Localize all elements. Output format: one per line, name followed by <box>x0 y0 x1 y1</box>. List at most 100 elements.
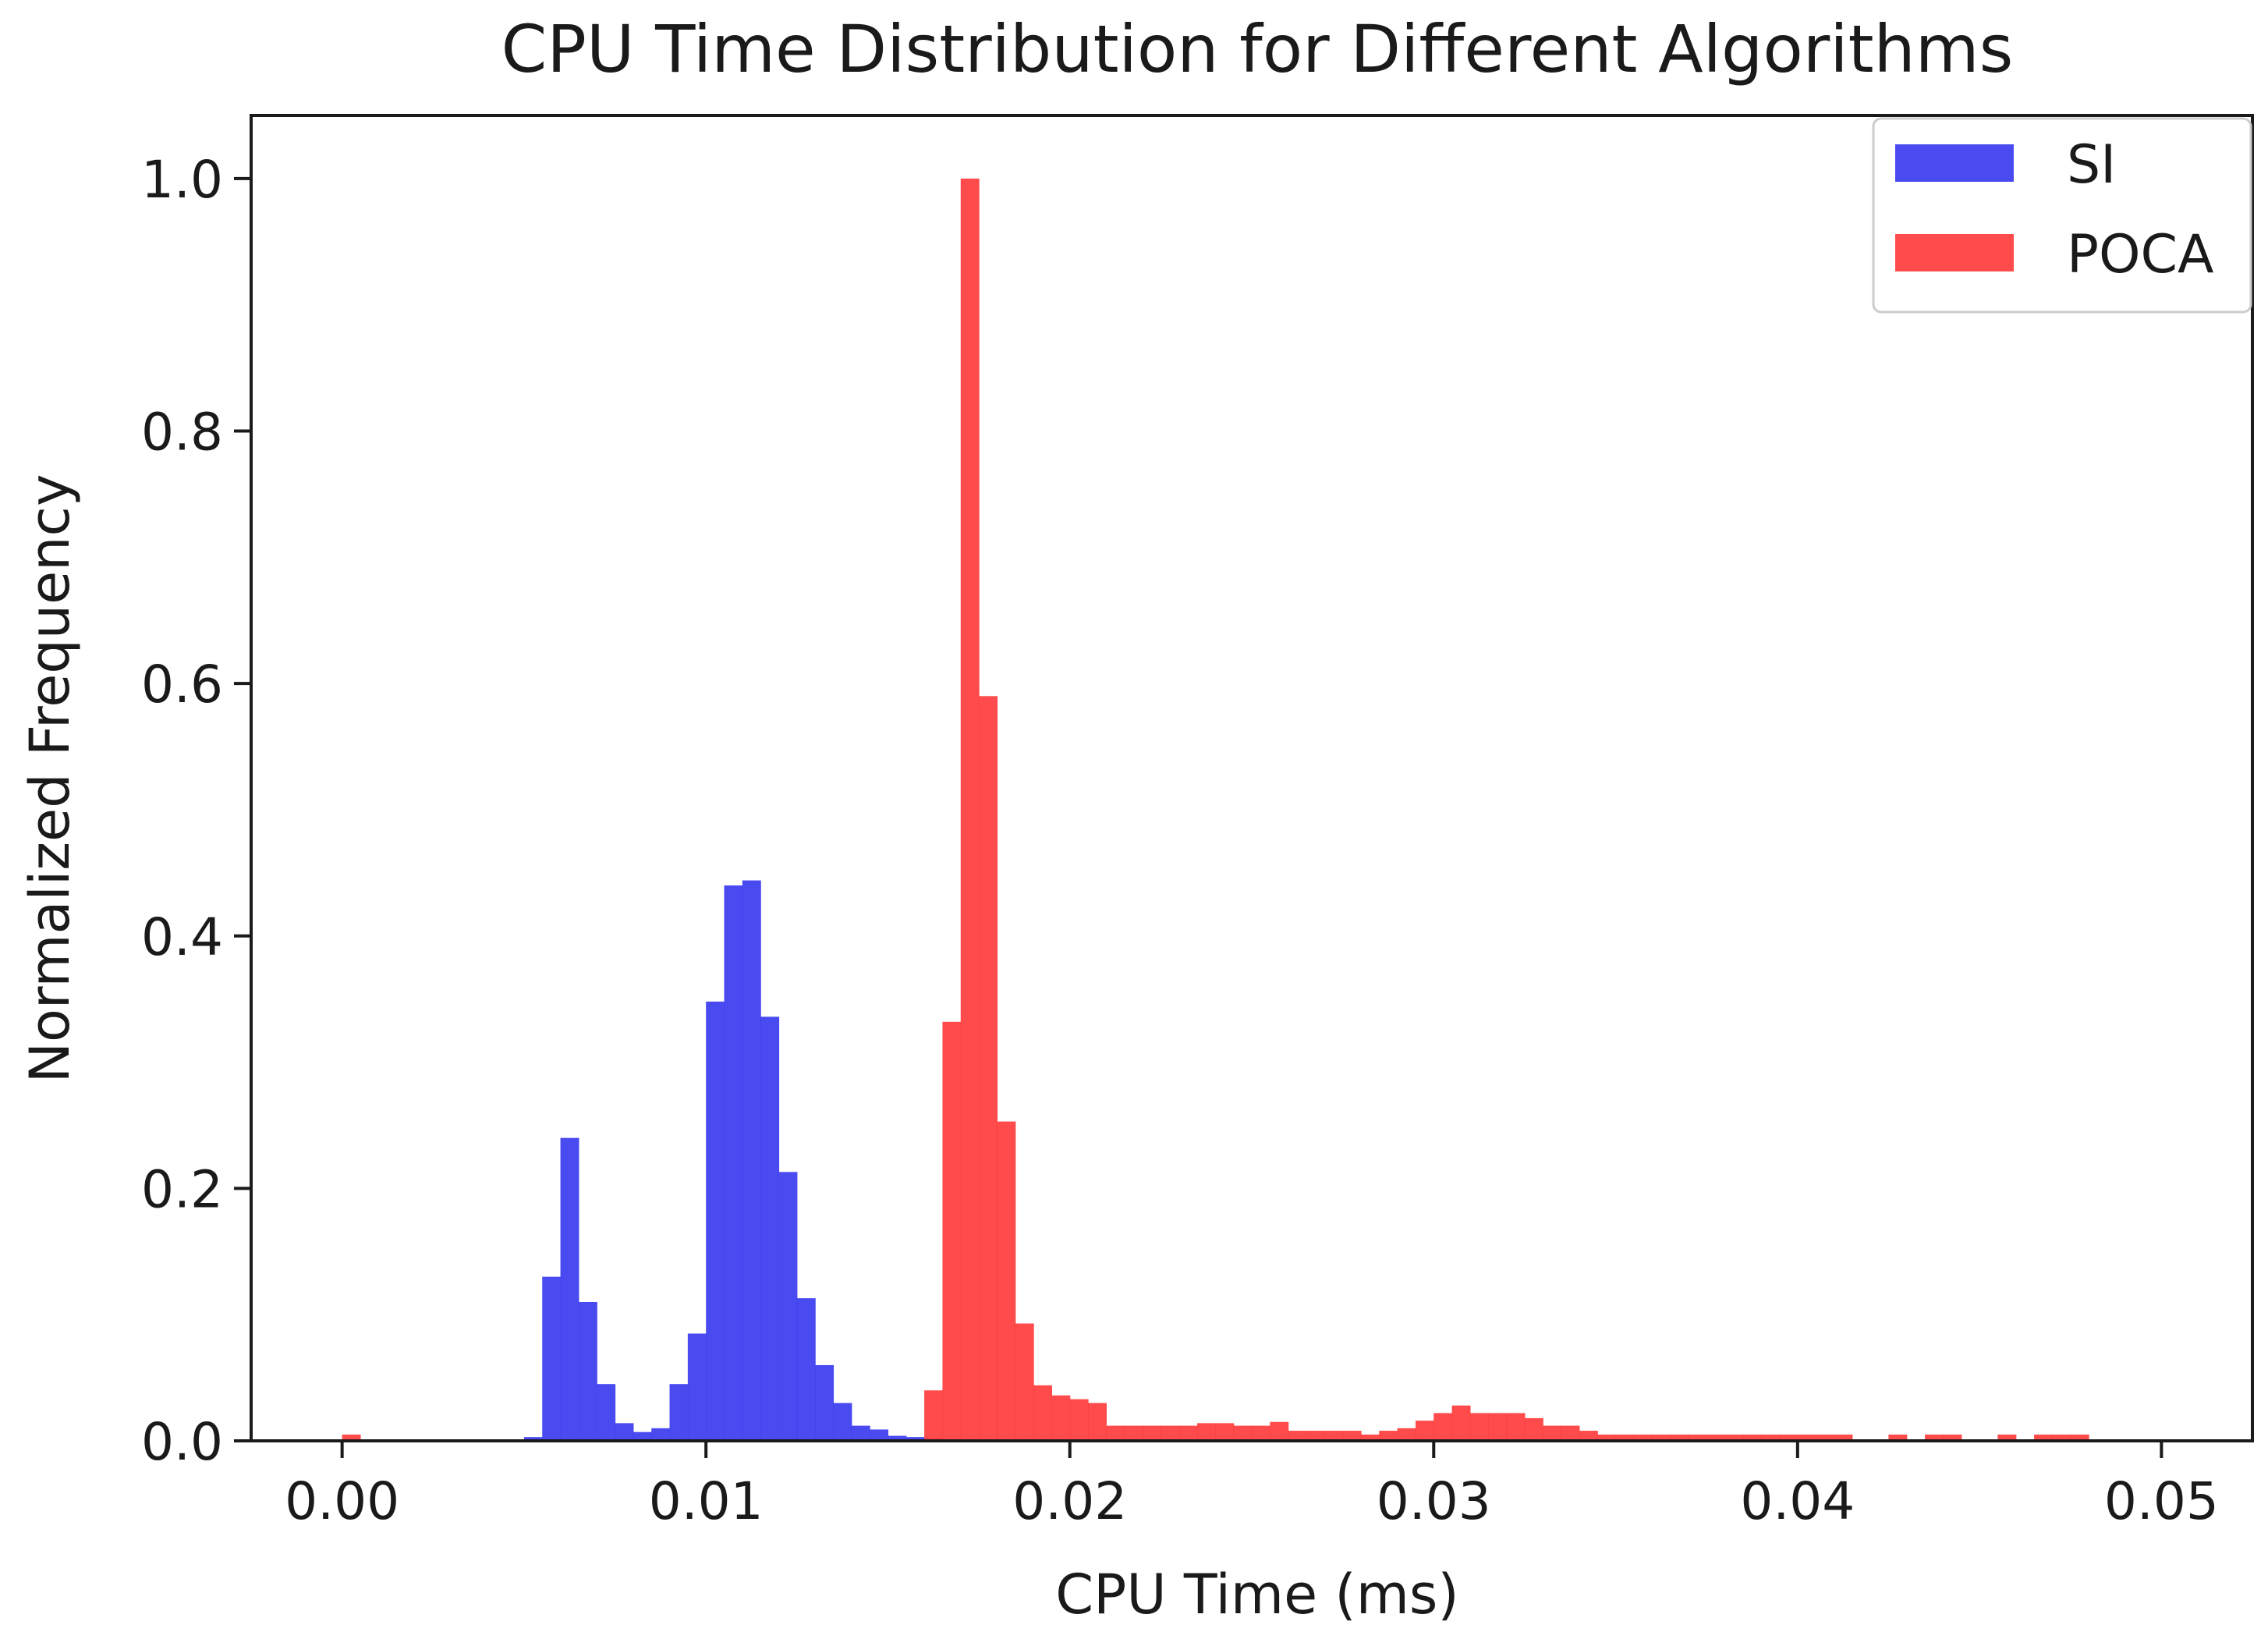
y-tick-label: 0.8 <box>141 403 223 463</box>
bar-si-11 <box>724 885 743 1441</box>
y-tick-label: 1.0 <box>141 150 223 210</box>
bar-si-4 <box>597 1384 616 1441</box>
bar-poca-22 <box>1306 1431 1325 1441</box>
bar-poca-24 <box>1342 1431 1362 1441</box>
bar-si-6 <box>633 1431 652 1441</box>
x-tick-label: 0.05 <box>2104 1471 2219 1531</box>
y-tick-label: 0.0 <box>141 1412 223 1472</box>
bar-poca-29 <box>1433 1413 1453 1441</box>
bar-si-9 <box>687 1333 707 1441</box>
bar-poca-58 <box>2070 1434 2089 1441</box>
bar-poca-13 <box>1143 1425 1161 1441</box>
bar-poca-23 <box>1324 1431 1344 1441</box>
bar-poca-11 <box>1106 1425 1125 1441</box>
bar-poca-25 <box>1360 1434 1380 1441</box>
bar-poca-39 <box>1615 1434 1635 1441</box>
bar-si-1 <box>542 1276 562 1441</box>
legend-swatch-poca <box>1895 234 2014 271</box>
x-axis-ticks: 0.00 0.01 0.02 0.03 0.04 0.05 <box>285 1441 2219 1531</box>
chart-title: CPU Time Distribution for Different Algo… <box>501 11 2014 87</box>
bar-si-5 <box>615 1423 634 1441</box>
bar-poca-10 <box>1088 1403 1107 1441</box>
bar-poca-18 <box>1233 1425 1253 1441</box>
bar-poca-52 <box>1888 1434 1908 1441</box>
bar-poca-55 <box>1997 1434 2017 1441</box>
bar-poca-2 <box>942 1021 962 1441</box>
y-tick-label: 0.6 <box>141 655 223 715</box>
bar-poca-1 <box>924 1390 944 1441</box>
bar-poca-32 <box>1488 1413 1508 1441</box>
bar-poca-49 <box>1797 1434 1816 1441</box>
bar-poca-38 <box>1597 1434 1617 1441</box>
bar-poca-57 <box>2052 1434 2071 1441</box>
bar-poca-56 <box>2034 1434 2053 1441</box>
x-tick-label: 0.01 <box>649 1471 764 1531</box>
bar-poca-41 <box>1652 1434 1671 1441</box>
legend-swatch-si <box>1895 144 2014 182</box>
x-tick-label: 0.04 <box>1740 1471 1855 1531</box>
y-tick-label: 0.4 <box>141 907 223 967</box>
bar-poca-46 <box>1742 1434 1762 1441</box>
bar-si-2 <box>560 1137 579 1441</box>
bar-si-12 <box>742 880 761 1441</box>
bar-poca-48 <box>1779 1434 1798 1441</box>
bar-poca-12 <box>1124 1425 1143 1441</box>
bar-si-3 <box>578 1302 597 1441</box>
y-axis-ticks: 0.0 0.2 0.4 0.6 0.8 1.0 <box>141 150 251 1472</box>
bar-poca-21 <box>1288 1431 1307 1441</box>
bar-poca-14 <box>1161 1425 1180 1441</box>
bar-poca-53 <box>1925 1434 1944 1441</box>
bar-si-18 <box>851 1425 870 1441</box>
bar-poca-0 <box>342 1434 361 1441</box>
bar-poca-7 <box>1033 1385 1052 1441</box>
bar-si-10 <box>706 1001 725 1441</box>
bar-si-8 <box>669 1384 689 1441</box>
bar-poca-51 <box>1834 1434 1853 1441</box>
x-axis-label: CPU Time (ms) <box>1055 1563 1458 1627</box>
bar-si-15 <box>796 1298 816 1441</box>
bar-poca-44 <box>1706 1434 1726 1441</box>
bar-poca-19 <box>1252 1425 1270 1441</box>
bar-poca-20 <box>1270 1421 1289 1441</box>
bar-poca-5 <box>997 1121 1016 1441</box>
legend-label-si: SI <box>2067 134 2116 196</box>
x-tick-label: 0.03 <box>1377 1471 1491 1531</box>
bar-si-13 <box>760 1016 780 1441</box>
bar-poca-6 <box>1015 1323 1034 1441</box>
series-poca <box>342 178 2089 1441</box>
bar-poca-37 <box>1579 1431 1598 1441</box>
bar-poca-42 <box>1670 1434 1689 1441</box>
bar-poca-8 <box>1051 1395 1071 1441</box>
bar-poca-40 <box>1633 1434 1653 1441</box>
bar-poca-30 <box>1451 1405 1471 1441</box>
bar-poca-27 <box>1397 1428 1416 1441</box>
bar-poca-15 <box>1178 1425 1198 1441</box>
bar-poca-35 <box>1543 1425 1562 1441</box>
bar-poca-34 <box>1524 1417 1543 1441</box>
bar-poca-16 <box>1197 1423 1216 1441</box>
legend-label-poca: POCA <box>2067 224 2214 286</box>
y-tick-label: 0.2 <box>141 1159 223 1219</box>
bar-si-19 <box>870 1429 889 1441</box>
bar-si-7 <box>651 1428 671 1441</box>
bar-si-14 <box>778 1172 798 1441</box>
bar-poca-17 <box>1215 1423 1235 1441</box>
plot-frame <box>250 114 2254 1442</box>
bar-poca-3 <box>960 178 980 1441</box>
bar-poca-36 <box>1561 1425 1580 1441</box>
bar-poca-50 <box>1816 1434 1835 1441</box>
bar-si-21 <box>905 1437 925 1441</box>
bar-poca-45 <box>1724 1434 1744 1441</box>
bar-poca-4 <box>979 696 998 1441</box>
bar-si-0 <box>523 1437 543 1441</box>
bar-poca-31 <box>1469 1413 1489 1441</box>
bar-si-20 <box>888 1435 907 1441</box>
y-axis-label: Normalized Frequency <box>18 474 82 1084</box>
x-tick-label: 0.00 <box>285 1471 399 1531</box>
bar-poca-54 <box>1943 1434 1962 1441</box>
legend: SI POCA <box>1872 117 2252 314</box>
bar-poca-33 <box>1506 1413 1526 1441</box>
bar-poca-47 <box>1761 1434 1781 1441</box>
bar-si-17 <box>833 1403 852 1441</box>
